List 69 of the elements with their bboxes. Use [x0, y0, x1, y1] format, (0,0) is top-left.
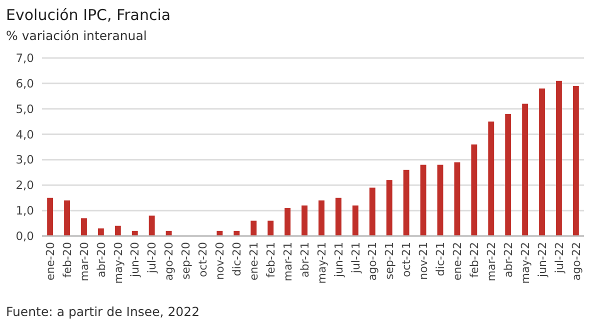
bar: [556, 80, 562, 236]
bar: [352, 205, 358, 236]
bar: [318, 200, 324, 236]
x-tick-label: may-22: [518, 242, 532, 284]
bar: [420, 164, 426, 236]
x-tick-label: may-20: [112, 242, 125, 284]
source-note: Fuente: a partir de Insee, 2022: [6, 304, 200, 319]
x-tick-label: abr-21: [298, 242, 312, 278]
x-tick-label: jul-22: [552, 242, 566, 274]
y-tick-label: 2,0: [16, 178, 34, 192]
bar: [572, 86, 579, 236]
bar: [335, 198, 342, 236]
bar: [522, 104, 528, 236]
x-tick-label: nov-20: [214, 242, 227, 280]
bar: [81, 218, 87, 236]
chart-title: Evolución IPC, Francia: [6, 6, 171, 24]
x-tick-label: ago-20: [162, 242, 176, 281]
y-tick-label: 5,0: [16, 102, 34, 116]
bar: [386, 180, 392, 236]
y-tick-label: 4,0: [16, 127, 34, 142]
x-tick-label: jul-21: [349, 242, 362, 274]
x-tick-label: ene-20: [44, 242, 57, 280]
bar: [98, 228, 104, 236]
bar: [471, 144, 478, 236]
bar: [64, 200, 70, 236]
x-tick-label: jun-20: [128, 242, 142, 278]
x-tick-label: jul-20: [146, 242, 159, 274]
y-tick-label: 6,0: [16, 76, 34, 90]
x-tick-label: ago-22: [570, 242, 583, 281]
bar: [488, 122, 494, 236]
x-tick-label: sep-21: [383, 242, 396, 280]
x-tick-label: sep-20: [180, 242, 193, 280]
x-tick-label: mar-20: [78, 242, 91, 282]
bar: [148, 216, 155, 236]
x-tick-label: abr-20: [94, 242, 108, 278]
bar: [369, 188, 376, 236]
x-tick-label: ago-21: [366, 242, 380, 281]
y-tick-label: 0,0: [16, 229, 34, 244]
x-tick-label: oct-20: [196, 242, 210, 278]
x-tick-label: jun-21: [332, 242, 346, 278]
x-tick-label: mar-21: [281, 242, 294, 282]
x-tick-label: feb-22: [468, 242, 482, 278]
y-tick-label: 1,0: [16, 204, 34, 218]
x-tick-label: jun-22: [536, 242, 549, 278]
bar: [284, 208, 291, 236]
y-tick-label: 3,0: [16, 152, 34, 167]
chart-subtitle: % variación interanual: [6, 28, 147, 43]
x-tick-label: dic-20: [230, 242, 244, 276]
x-tick-label: abr-22: [502, 242, 515, 278]
x-tick-label: may-21: [315, 242, 328, 284]
bar: [250, 220, 257, 236]
bar: [454, 162, 460, 236]
x-tick-label: ene-22: [451, 242, 464, 280]
bar: [403, 170, 410, 236]
bar: [302, 205, 308, 236]
bar: [114, 226, 121, 236]
x-tick-label: nov-21: [417, 242, 430, 280]
y-tick-label: 7,0: [16, 51, 34, 66]
bar: [437, 164, 444, 236]
x-tick-label: feb-20: [60, 242, 74, 278]
bar: [539, 88, 545, 236]
bar: [47, 198, 54, 236]
x-tick-label: dic-21: [434, 242, 448, 276]
x-tick-label: oct-21: [400, 242, 414, 278]
x-tick-label: feb-21: [264, 242, 278, 278]
x-tick-label: ene-21: [247, 242, 260, 280]
bar: [505, 114, 512, 236]
bar: [268, 220, 274, 236]
x-tick-label: mar-22: [484, 242, 498, 282]
